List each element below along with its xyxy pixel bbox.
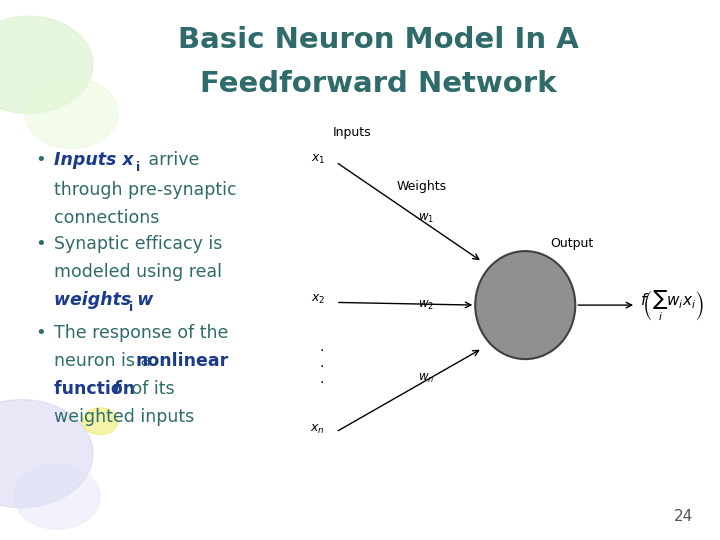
Text: connections: connections bbox=[53, 209, 159, 227]
Text: $x_2$: $x_2$ bbox=[311, 293, 325, 306]
Circle shape bbox=[0, 400, 93, 508]
Text: •: • bbox=[36, 151, 47, 169]
Text: $w_2$: $w_2$ bbox=[418, 299, 434, 312]
Text: Synaptic efficacy is: Synaptic efficacy is bbox=[53, 235, 222, 253]
Text: weights w: weights w bbox=[53, 291, 153, 309]
Circle shape bbox=[82, 408, 118, 435]
Text: modeled using real: modeled using real bbox=[53, 263, 222, 281]
Text: •: • bbox=[36, 235, 47, 253]
Text: weighted inputs: weighted inputs bbox=[53, 408, 194, 426]
Text: ·
·
·: · · · bbox=[320, 344, 324, 390]
Text: i: i bbox=[129, 301, 132, 314]
Text: $w_n$: $w_n$ bbox=[418, 372, 434, 384]
Text: i: i bbox=[136, 161, 140, 174]
Text: of its: of its bbox=[127, 380, 175, 398]
Text: $f\!\left(\sum_i w_i x_i\right)$: $f\!\left(\sum_i w_i x_i\right)$ bbox=[639, 288, 703, 322]
Text: Feedforward Network: Feedforward Network bbox=[200, 70, 557, 98]
Text: through pre-synaptic: through pre-synaptic bbox=[53, 181, 236, 199]
Text: f: f bbox=[112, 380, 120, 398]
Text: Weights: Weights bbox=[397, 180, 446, 193]
Text: Basic Neuron Model In A: Basic Neuron Model In A bbox=[179, 26, 579, 55]
Text: neuron is a: neuron is a bbox=[53, 352, 156, 370]
Text: nonlinear: nonlinear bbox=[136, 352, 229, 370]
Text: $x_1$: $x_1$ bbox=[311, 153, 325, 166]
Text: arrive: arrive bbox=[143, 151, 199, 169]
Circle shape bbox=[0, 16, 93, 113]
Text: $x_n$: $x_n$ bbox=[310, 423, 325, 436]
Circle shape bbox=[25, 78, 118, 148]
Text: Inputs: Inputs bbox=[333, 126, 371, 139]
Text: Output: Output bbox=[550, 237, 593, 249]
Circle shape bbox=[14, 464, 100, 529]
Text: The response of the: The response of the bbox=[53, 324, 228, 342]
Ellipse shape bbox=[475, 251, 575, 359]
Text: •: • bbox=[36, 324, 47, 342]
Text: $w_1$: $w_1$ bbox=[418, 212, 434, 225]
Text: Inputs x: Inputs x bbox=[53, 151, 133, 169]
Text: 24: 24 bbox=[674, 509, 693, 524]
Text: function: function bbox=[53, 380, 140, 398]
